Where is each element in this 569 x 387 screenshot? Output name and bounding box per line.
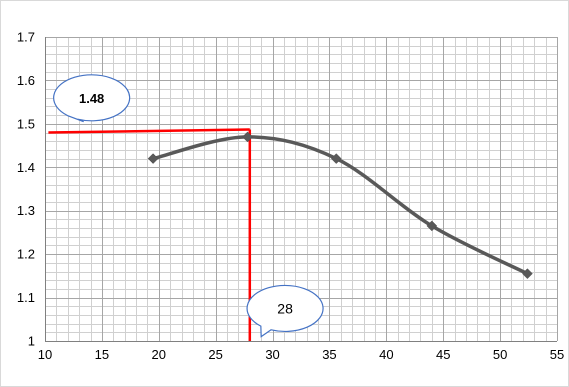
x-tick-label: 10 bbox=[38, 347, 52, 362]
x-tick-label: 50 bbox=[493, 347, 507, 362]
data-point bbox=[330, 153, 342, 164]
horizontal-reference-line bbox=[48, 128, 250, 134]
x-tick-label: 25 bbox=[208, 347, 222, 362]
x-tick-label: 20 bbox=[152, 347, 166, 362]
y-tick-label: 1.5 bbox=[17, 116, 35, 131]
x-tick-label: 40 bbox=[379, 347, 393, 362]
x-tick-label: 30 bbox=[265, 347, 279, 362]
y-tick-label: 1.6 bbox=[17, 73, 35, 88]
data-point bbox=[426, 220, 438, 232]
callout-bubble bbox=[246, 284, 324, 338]
y-tick-label: 1.4 bbox=[17, 160, 35, 175]
callout-bubble bbox=[53, 74, 131, 123]
data-point bbox=[147, 153, 159, 164]
data-point bbox=[242, 131, 253, 143]
y-tick-label: 1.2 bbox=[17, 247, 35, 262]
x-tick-label: 15 bbox=[95, 347, 109, 362]
x-tick-label: 55 bbox=[550, 347, 564, 362]
y-tick-label: 1.3 bbox=[17, 203, 35, 218]
x-tick-label: 35 bbox=[322, 347, 336, 362]
y-tick-label: 1.7 bbox=[17, 30, 35, 45]
data-point bbox=[522, 268, 533, 280]
y-tick-label: 1.1 bbox=[17, 290, 35, 305]
callout-label: 28 bbox=[277, 300, 293, 316]
x-tick-label: 45 bbox=[436, 347, 450, 362]
y-tick-label: 1 bbox=[28, 334, 35, 349]
callout-label: 1.48 bbox=[79, 91, 104, 106]
